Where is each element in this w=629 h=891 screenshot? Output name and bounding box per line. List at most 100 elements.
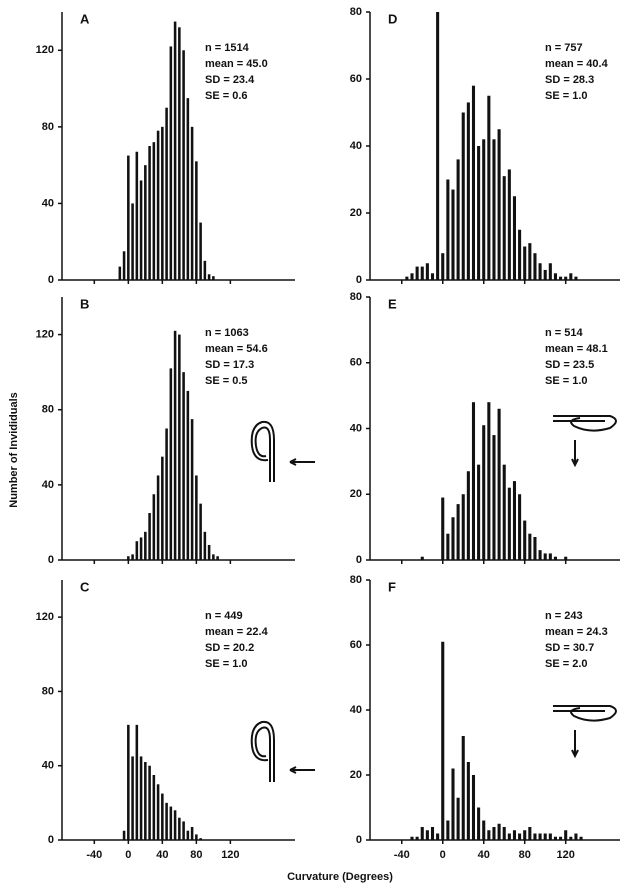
x-axis-label: Curvature (Degrees) [287,871,393,883]
bar [543,269,547,280]
y-tick-label: 80 [350,291,362,303]
bar [139,180,143,280]
y-tick-label: 120 [36,611,54,623]
y-tick-label: 40 [42,197,54,209]
bar [569,836,573,840]
bar [538,550,542,560]
bar [456,159,460,280]
bar [186,830,190,840]
stat-text: SE = 2.0 [545,658,588,670]
stat-text: n = 243 [545,610,583,622]
bar [512,830,517,840]
bar [165,428,168,560]
bar [528,827,532,840]
stat-text: SD = 30.7 [545,642,594,654]
bar [199,503,202,560]
bar [441,253,445,280]
bar [451,189,455,280]
bar [436,833,440,840]
bar [518,229,522,280]
bar [533,253,537,280]
bar [564,276,568,280]
x-tick-label: 0 [125,849,131,861]
bar [451,517,455,560]
stat-text: SD = 17.3 [205,359,254,371]
panel-label: C [80,579,90,594]
bar [148,513,151,560]
panel-label: B [80,296,89,311]
bar [195,834,198,840]
bar [186,390,190,560]
y-tick-label: 60 [350,357,362,369]
stat-text: SE = 1.0 [545,90,588,102]
bar [182,50,185,281]
bar [182,372,185,560]
bar [156,475,160,560]
y-tick-label: 40 [350,140,362,152]
bar [461,736,465,840]
bar [178,27,181,280]
bar [456,504,460,560]
x-tick-label: 120 [221,849,239,861]
bar [425,263,429,280]
stat-text: n = 1063 [205,327,249,339]
bar [131,756,134,840]
bar [207,544,211,560]
bar [190,419,194,560]
bar [548,553,552,560]
bar [195,161,198,280]
bar [420,556,424,560]
bar [173,330,177,560]
bar [502,176,506,280]
bar [161,126,164,280]
bar [497,823,501,840]
bar [487,95,491,280]
stat-text: mean = 48.1 [545,343,608,355]
bar [471,85,476,280]
bar [156,784,160,840]
bar [156,130,160,280]
y-tick-label: 20 [350,769,362,781]
bar [441,641,445,840]
bar [477,464,481,560]
y-tick-label: 80 [42,685,54,697]
bar [466,762,470,840]
bar [199,838,202,840]
bar [553,836,557,840]
bar [182,821,185,840]
stat-text: n = 514 [545,327,583,339]
bar [139,537,143,560]
bar [152,775,156,840]
y-tick-label: 40 [42,479,54,491]
y-tick-label: 80 [42,121,54,133]
stat-text: SD = 23.4 [205,74,255,86]
bar [122,251,126,280]
bar [178,334,181,560]
bar [497,408,501,560]
arrow-e [571,440,579,468]
bar [446,533,450,560]
bar [538,833,542,840]
stat-text: SE = 0.5 [205,375,248,387]
bar [165,802,168,840]
bar [533,536,537,560]
bar [430,273,435,280]
bar [477,146,481,280]
bar [553,273,557,280]
bar [169,46,173,281]
bar [436,12,440,280]
bar [405,276,409,280]
bar [203,531,207,560]
stat-text: mean = 45.0 [205,58,268,70]
icon-c [250,720,275,782]
bar [446,820,450,840]
y-tick-label: 20 [350,488,362,500]
y-tick-label: 40 [350,704,362,716]
icon-e [553,415,617,432]
bar [471,775,476,840]
bar [528,533,532,560]
bar [216,556,219,560]
bar [127,724,130,840]
y-tick-label: 120 [36,44,54,56]
y-tick-label: 60 [350,639,362,651]
